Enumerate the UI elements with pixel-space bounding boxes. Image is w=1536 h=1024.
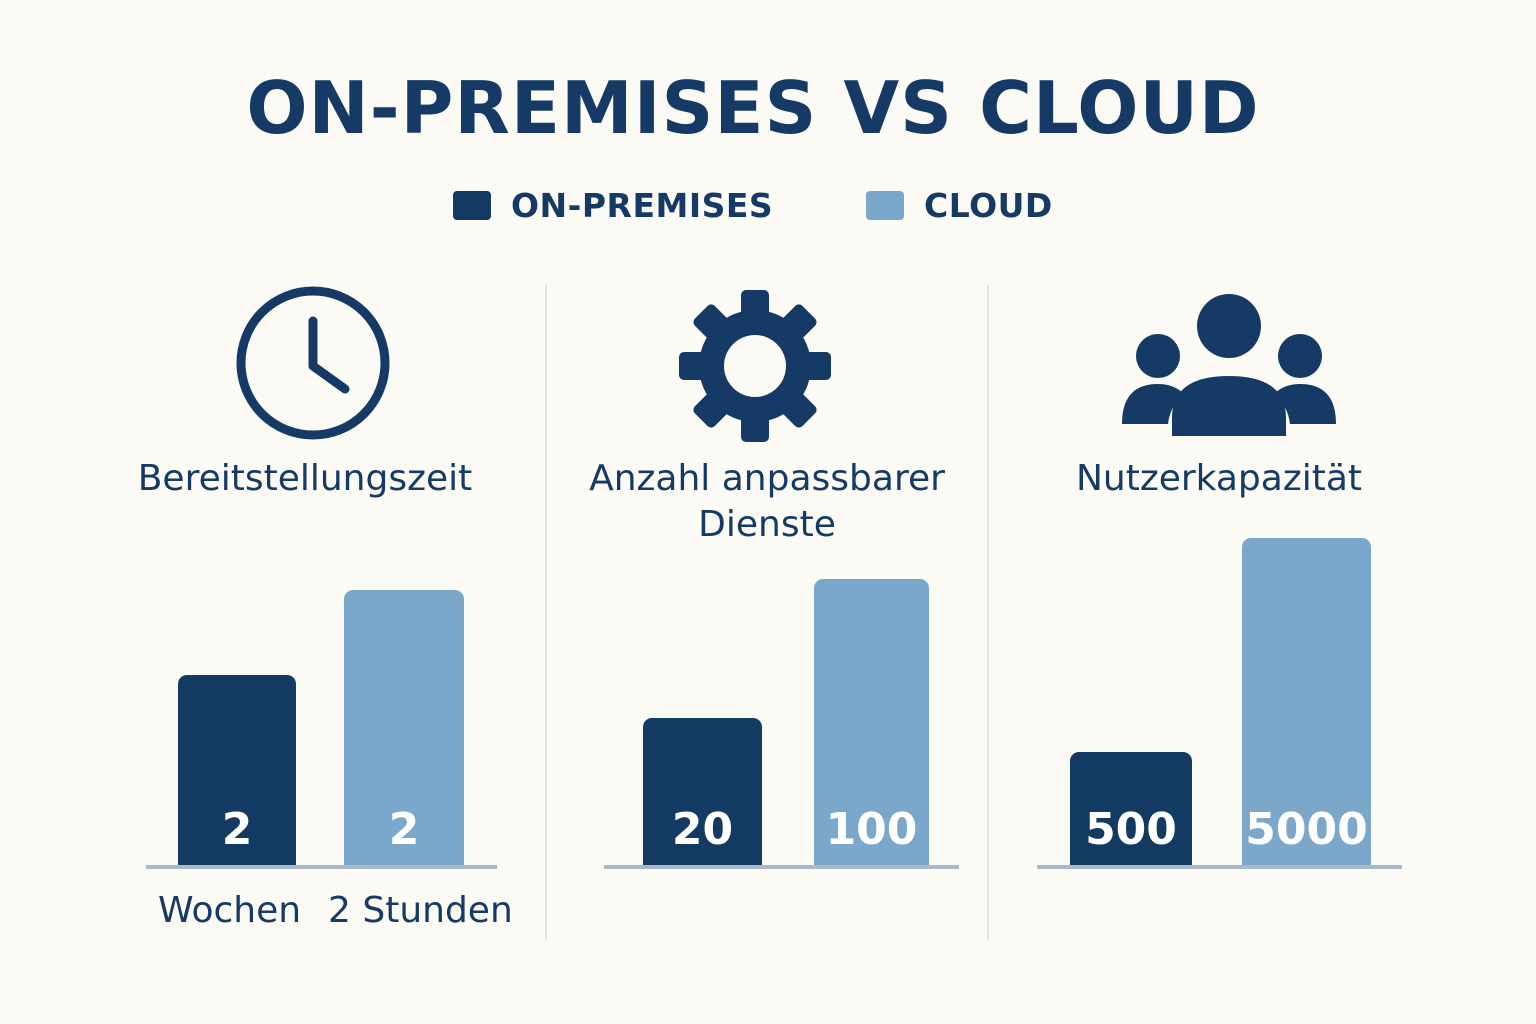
bar-value-label: 20	[671, 804, 734, 855]
panel-nutzerkapazitaet: Nutzerkapazität 500 5000	[989, 0, 1449, 1024]
panel-divider	[987, 285, 989, 940]
baseline	[146, 865, 497, 869]
gear-icon	[679, 290, 831, 442]
bar-value-label: 5000	[1245, 804, 1368, 855]
legend-swatch-on-premises	[453, 191, 491, 220]
bar-value-label: 500	[1085, 804, 1177, 855]
users-icon	[1122, 294, 1336, 436]
bar-value-label: 2	[221, 804, 253, 855]
panel-divider	[545, 285, 547, 940]
legend: ON-PREMISES CLOUD	[0, 186, 1536, 226]
panel-anpassbare-dienste: Anzahl anpassbarer Dienste 20 100	[547, 0, 987, 1024]
panel-title: Anzahl anpassbarer Dienste	[589, 458, 945, 545]
legend-swatch-cloud	[866, 191, 904, 220]
clock-icon	[236, 286, 390, 440]
unit-label-on-premises: Wochen	[158, 890, 302, 931]
panel-bereitstellungszeit: Bereitstellungszeit 2 2 Wochen 2 Stunden	[0, 0, 545, 1024]
chart-title: ON-PREMISES VS CLOUD	[246, 66, 1260, 150]
bar-value-label: 100	[825, 804, 918, 855]
legend-item-on-premises: ON-PREMISES	[453, 186, 773, 225]
bar-on-premises: 500	[1070, 752, 1192, 865]
bar-on-premises: 20	[643, 718, 762, 865]
bar-value-label: 2	[388, 804, 420, 855]
legend-label-on-premises: ON-PREMISES	[511, 186, 774, 225]
baseline	[1037, 865, 1402, 869]
bar-on-premises: 2	[178, 675, 296, 865]
legend-label-cloud: CLOUD	[924, 186, 1053, 225]
panel-title: Nutzerkapazität	[1075, 458, 1363, 499]
baseline	[604, 865, 959, 869]
panel-title: Bereitstellungszeit	[137, 458, 473, 499]
unit-label-cloud: 2 Stunden	[328, 890, 513, 931]
bar-cloud: 100	[814, 579, 929, 865]
bar-cloud: 5000	[1242, 538, 1371, 865]
legend-item-cloud: CLOUD	[866, 186, 1053, 225]
bar-cloud: 2	[344, 590, 464, 865]
